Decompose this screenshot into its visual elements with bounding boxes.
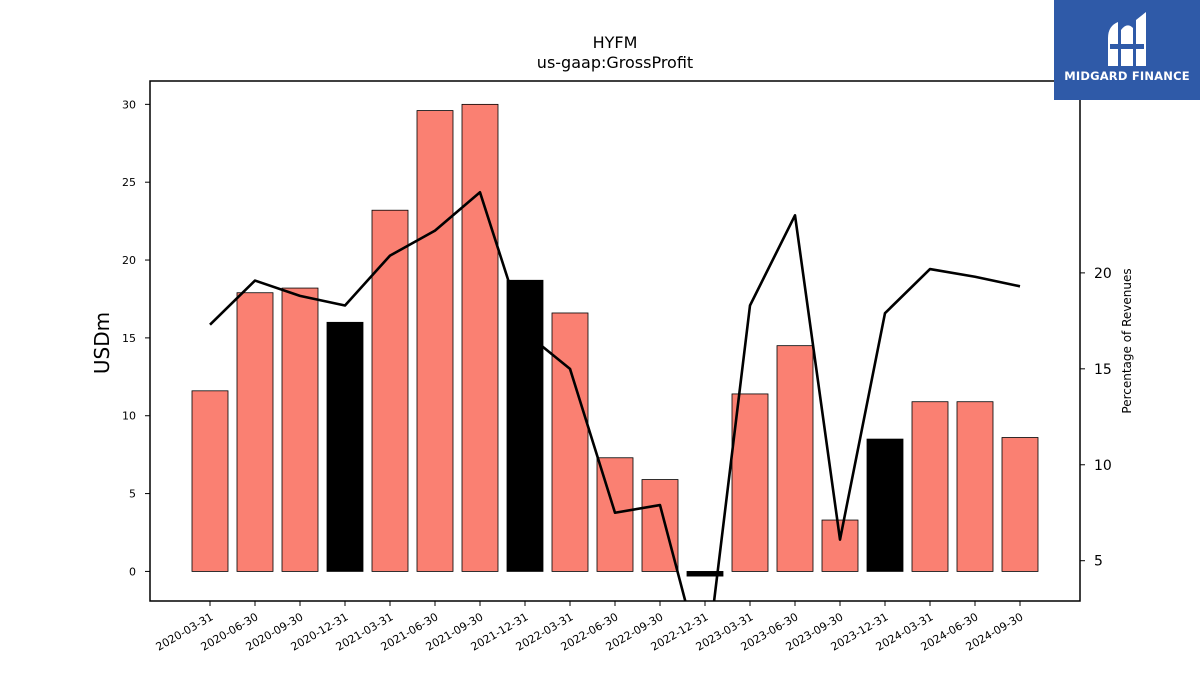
bar-2023-09-30 bbox=[821, 519, 859, 572]
y-tick-label: 10 bbox=[122, 410, 136, 423]
y2-axis-label: Percentage of Revenues bbox=[1120, 268, 1134, 413]
y2-tick-label: 5 bbox=[1094, 554, 1103, 570]
y-tick-label: 15 bbox=[122, 332, 136, 345]
y-tick-label: 30 bbox=[122, 98, 136, 111]
bar-2024-03-31 bbox=[911, 401, 949, 572]
y2-tick-label: 20 bbox=[1094, 266, 1112, 282]
bars-layer bbox=[191, 103, 1039, 577]
bar-2024-06-30 bbox=[956, 401, 994, 572]
bar-2020-12-31 bbox=[326, 321, 364, 572]
line-layer bbox=[209, 190, 1021, 601]
bar-2022-03-31 bbox=[551, 312, 589, 572]
y2-tick-label: 10 bbox=[1094, 458, 1112, 474]
midgard-finance-logo: MIDGARD FINANCE bbox=[1054, 0, 1200, 100]
logo-text: MIDGARD FINANCE bbox=[1064, 69, 1190, 83]
logo-mark-icon bbox=[1108, 12, 1146, 66]
bar-2021-03-31 bbox=[371, 209, 409, 572]
bar-2023-06-30 bbox=[776, 345, 814, 572]
gross-margin-line bbox=[209, 190, 1021, 601]
bar-2023-12-31 bbox=[866, 438, 904, 572]
bar-2023-03-31 bbox=[731, 393, 769, 572]
bar-2022-09-30 bbox=[641, 479, 679, 572]
y-tick-label: 20 bbox=[122, 254, 136, 267]
bar-2020-06-30 bbox=[236, 292, 274, 572]
bar-2020-03-31 bbox=[191, 390, 229, 572]
bar-2021-09-30 bbox=[461, 103, 499, 572]
bar-2022-12-31 bbox=[686, 571, 724, 577]
chart-subtitle: us-gaap:GrossProfit bbox=[537, 53, 693, 72]
y2-tick-label: 15 bbox=[1094, 362, 1112, 378]
bar-2024-09-30 bbox=[1001, 437, 1039, 572]
y-axis-label: USDm bbox=[90, 312, 114, 374]
y-tick-label: 25 bbox=[122, 176, 136, 189]
bar-2021-06-30 bbox=[416, 110, 454, 572]
bar-2020-09-30 bbox=[281, 287, 319, 572]
bar-2021-12-31 bbox=[506, 279, 544, 572]
chart-title: HYFM bbox=[593, 33, 638, 52]
y-tick-label: 5 bbox=[129, 488, 136, 501]
y-tick-label: 0 bbox=[129, 565, 136, 578]
